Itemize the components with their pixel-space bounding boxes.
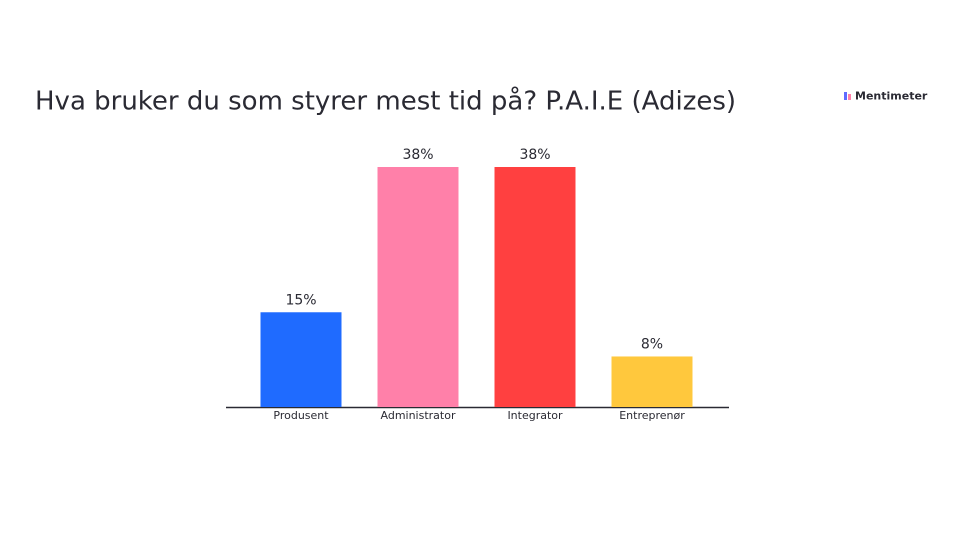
x-tick-label: Integrator [507, 409, 563, 422]
bar [611, 356, 693, 407]
brand-logo: Mentimeter [844, 90, 928, 103]
value-label: 15% [285, 292, 316, 308]
logo-icon [848, 94, 851, 100]
value-label: 38% [519, 147, 550, 163]
x-tick-label: Entreprenør [619, 409, 685, 422]
chart-title: Hva bruker du som styrer mest tid på? P.… [35, 86, 736, 117]
value-label: 8% [641, 336, 663, 352]
x-tick-label: Administrator [381, 409, 456, 422]
logo-icon [844, 92, 847, 100]
bar [260, 312, 342, 407]
bar [377, 167, 459, 407]
x-tick-label: Produsent [273, 409, 329, 422]
bar [494, 167, 576, 407]
value-label: 38% [402, 147, 433, 163]
brand-name: Mentimeter [855, 90, 928, 103]
